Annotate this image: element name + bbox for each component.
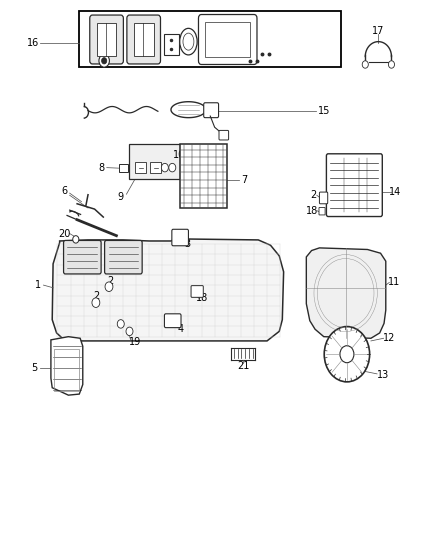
Text: 18: 18 <box>196 293 208 303</box>
Text: 6: 6 <box>61 186 67 196</box>
Circle shape <box>340 346 354 363</box>
Circle shape <box>362 61 368 68</box>
Circle shape <box>126 327 133 336</box>
FancyBboxPatch shape <box>180 144 227 208</box>
Ellipse shape <box>180 28 197 55</box>
Text: 12: 12 <box>383 333 396 343</box>
FancyBboxPatch shape <box>164 314 181 328</box>
Text: 2: 2 <box>108 277 114 286</box>
Circle shape <box>73 236 79 243</box>
Text: 4: 4 <box>178 324 184 334</box>
Text: 10: 10 <box>173 150 185 160</box>
Text: 2: 2 <box>310 190 316 200</box>
Circle shape <box>169 164 176 172</box>
FancyBboxPatch shape <box>326 154 382 216</box>
Circle shape <box>92 298 100 308</box>
Text: 11: 11 <box>388 278 400 287</box>
FancyBboxPatch shape <box>205 22 251 56</box>
Text: 14: 14 <box>389 187 401 197</box>
FancyBboxPatch shape <box>130 144 180 179</box>
FancyBboxPatch shape <box>127 15 160 64</box>
Circle shape <box>102 58 107 64</box>
Polygon shape <box>51 337 83 395</box>
Circle shape <box>99 54 110 67</box>
Circle shape <box>161 164 168 172</box>
Text: 19: 19 <box>129 337 141 347</box>
Text: 8: 8 <box>98 163 104 173</box>
Text: 1: 1 <box>35 280 41 290</box>
FancyBboxPatch shape <box>164 34 179 55</box>
FancyBboxPatch shape <box>219 131 229 140</box>
FancyBboxPatch shape <box>90 15 124 64</box>
FancyBboxPatch shape <box>119 164 128 172</box>
Text: 7: 7 <box>241 175 247 185</box>
Text: 17: 17 <box>372 26 385 36</box>
Text: 15: 15 <box>318 106 330 116</box>
FancyBboxPatch shape <box>319 207 325 215</box>
FancyBboxPatch shape <box>97 23 117 56</box>
Text: 20: 20 <box>58 229 70 239</box>
FancyBboxPatch shape <box>191 286 203 297</box>
Text: 3: 3 <box>184 239 191 249</box>
Text: 18: 18 <box>306 206 318 216</box>
Polygon shape <box>306 248 386 338</box>
FancyBboxPatch shape <box>134 23 153 56</box>
FancyBboxPatch shape <box>135 163 146 173</box>
Text: 13: 13 <box>377 370 389 381</box>
Text: 5: 5 <box>32 362 38 373</box>
FancyBboxPatch shape <box>172 229 188 246</box>
Ellipse shape <box>183 33 194 50</box>
Circle shape <box>389 61 395 68</box>
Polygon shape <box>52 239 284 341</box>
FancyBboxPatch shape <box>150 163 161 173</box>
FancyBboxPatch shape <box>204 103 219 118</box>
FancyBboxPatch shape <box>64 240 101 274</box>
Circle shape <box>117 320 124 328</box>
Text: 9: 9 <box>118 192 124 203</box>
Text: 2: 2 <box>93 290 99 301</box>
FancyBboxPatch shape <box>319 192 328 204</box>
Circle shape <box>105 282 113 292</box>
FancyBboxPatch shape <box>198 14 257 64</box>
Circle shape <box>324 327 370 382</box>
Text: 16: 16 <box>27 38 39 47</box>
Text: 21: 21 <box>237 361 249 372</box>
FancyBboxPatch shape <box>79 11 341 67</box>
FancyBboxPatch shape <box>105 240 142 274</box>
